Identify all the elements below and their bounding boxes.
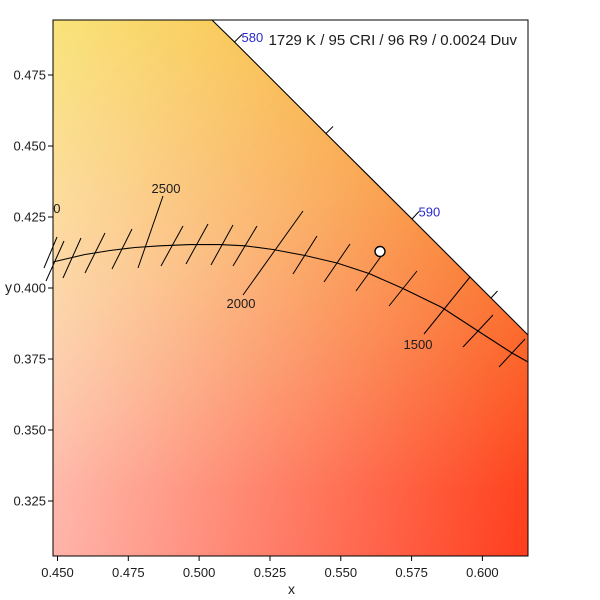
y-tick-label: 0.450: [13, 139, 46, 154]
isotherm-hatch-1400: [462, 314, 494, 348]
isotherm-hatch-2100: [232, 225, 258, 267]
isotherm-hatch-2000: [242, 210, 304, 296]
isotherm-hatches: [43, 195, 526, 368]
isotherm-hatch-2800: [62, 237, 82, 279]
y-tick-label: 0.325: [13, 494, 46, 509]
cct-label-2000: 2000: [227, 296, 256, 311]
isotherm-hatch-1700: [355, 254, 383, 292]
wavelength-tick-590: [411, 211, 420, 220]
outside-spectral-locus-region: [212, 20, 528, 335]
wavelength-tick-585: [325, 126, 334, 134]
planckian-locus-curve: [52, 244, 529, 363]
spectral-locus-line: [211, 19, 529, 336]
x-tick-label: 0.500: [183, 565, 216, 580]
chart-title: 1729 K / 95 CRI / 96 R9 / 0.0024 Duv: [269, 32, 518, 49]
x-tick-label: 0.550: [325, 565, 358, 580]
isotherm-hatch-1800: [323, 243, 351, 283]
isotherm-hatch-2400: [160, 225, 184, 267]
x-tick-label: 0.475: [112, 565, 145, 580]
y-axis-title: y: [5, 279, 12, 295]
isotherm-hatch-1300: [498, 338, 526, 368]
x-axis: 0.450 0.475 0.500 0.525 0.550 0.575 0.60…: [41, 556, 499, 597]
isotherm-hatch-3000: [43, 236, 58, 269]
cct-label-2500: 2500: [152, 181, 181, 196]
isotherm-hatch-2300: [185, 223, 209, 265]
isotherm-hatch-2200: [210, 224, 234, 266]
y-tick-label: 0.350: [13, 423, 46, 438]
x-tick-label: 0.575: [395, 565, 428, 580]
isotherm-hatch-2500: [137, 195, 164, 269]
wavelength-tick-595: [490, 290, 498, 299]
y-tick-label: 0.475: [13, 68, 46, 83]
isotherm-hatch-1600: [388, 270, 418, 307]
y-axis-ticks: [48, 74, 53, 502]
isotherm-hatch-2900: [45, 240, 65, 282]
y-axis: 0.475 0.450 0.425 0.400 0.375 0.350 0.32…: [5, 68, 53, 509]
isotherm-hatch-2700: [84, 232, 106, 274]
x-tick-label: 0.600: [466, 565, 499, 580]
isotherm-hatch-2600: [111, 228, 133, 270]
isotherm-hatch-1500: [423, 276, 471, 335]
wavelength-tick-580: [234, 34, 243, 43]
wavelength-label-580: 580: [242, 30, 264, 45]
isotherm-hatch-1900: [292, 235, 318, 275]
x-axis-title: x: [288, 581, 295, 597]
measurement-point: [374, 245, 386, 258]
y-tick-label: 0.400: [13, 281, 46, 296]
x-axis-ticks: [57, 556, 483, 561]
x-tick-label: 0.525: [254, 565, 287, 580]
cct-label-1500: 1500: [404, 337, 433, 352]
x-tick-label: 0.450: [41, 565, 74, 580]
y-tick-label: 0.425: [13, 210, 46, 225]
cct-label-3000: 3000: [32, 201, 61, 216]
y-tick-label: 0.375: [13, 352, 46, 367]
wavelength-ticks: [234, 34, 498, 299]
wavelength-label-590: 590: [419, 205, 441, 220]
